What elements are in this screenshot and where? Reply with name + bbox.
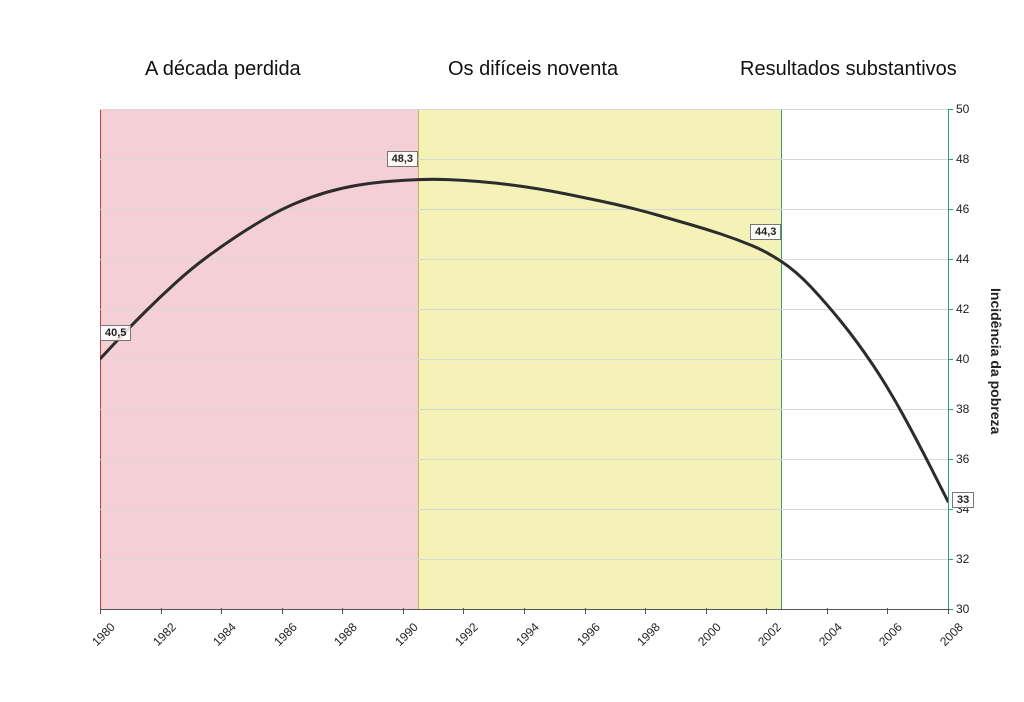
x-tick-label: 1998 [634,620,663,649]
plot-area: 303234363840424446485040,548,344,333 [100,108,948,609]
y-tick-mark [948,409,953,410]
x-tick-label: 2004 [816,620,845,649]
data-point-label: 44,3 [750,224,781,240]
y-tick-label: 46 [956,202,969,216]
x-tick-label: 1986 [271,620,300,649]
x-tick-label: 1990 [392,620,421,649]
x-tick-label: 1996 [574,620,603,649]
x-tick-label: 1980 [89,620,118,649]
y-tick-mark [948,559,953,560]
x-tick-label: 1992 [453,620,482,649]
x-tick-label: 1994 [513,620,542,649]
y-tick-label: 50 [956,102,969,116]
y-tick-label: 36 [956,452,969,466]
data-curve [100,109,948,609]
y-tick-mark [948,109,953,110]
y-tick-mark [948,159,953,160]
x-tick-mark [463,608,464,614]
y-tick-label: 32 [956,552,969,566]
y-tick-mark [948,259,953,260]
x-tick-mark [585,608,586,614]
x-tick-label: 1982 [150,620,179,649]
x-tick-mark [403,608,404,614]
x-tick-mark [282,608,283,614]
x-tick-mark [766,608,767,614]
chart-stage: A década perdida Os difíceis noventa Res… [0,0,1024,702]
data-point-label: 40,5 [100,325,131,341]
y-tick-label: 48 [956,152,969,166]
y-tick-label: 42 [956,302,969,316]
y-tick-mark [948,309,953,310]
y-tick-label: 30 [956,602,969,616]
x-tick-mark [706,608,707,614]
x-tick-mark [645,608,646,614]
data-point-label: 33 [952,492,974,508]
x-tick-mark [948,608,949,614]
x-tick-mark [827,608,828,614]
y-tick-label: 44 [956,252,969,266]
x-tick-mark [161,608,162,614]
y-tick-label: 38 [956,402,969,416]
x-tick-mark [100,608,101,614]
region-title-2: Os difíceis noventa [448,58,618,81]
x-tick-label: 2008 [937,620,966,649]
y-tick-mark [948,459,953,460]
y-axis-title: Incidência da pobreza [988,288,1004,434]
x-tick-label: 2000 [695,620,724,649]
region-title-3: Resultados substantivos [740,58,957,81]
y-tick-mark [948,209,953,210]
x-tick-label: 2002 [755,620,784,649]
x-tick-label: 1988 [331,620,360,649]
region-title-1: A década perdida [145,58,301,81]
x-tick-mark [524,608,525,614]
y-tick-mark [948,359,953,360]
x-tick-mark [887,608,888,614]
x-tick-label: 1984 [210,620,239,649]
x-tick-mark [221,608,222,614]
data-point-label: 48,3 [387,151,418,167]
x-tick-mark [342,608,343,614]
y-tick-mark [948,509,953,510]
y-tick-label: 40 [956,352,969,366]
x-tick-label: 2006 [877,620,906,649]
